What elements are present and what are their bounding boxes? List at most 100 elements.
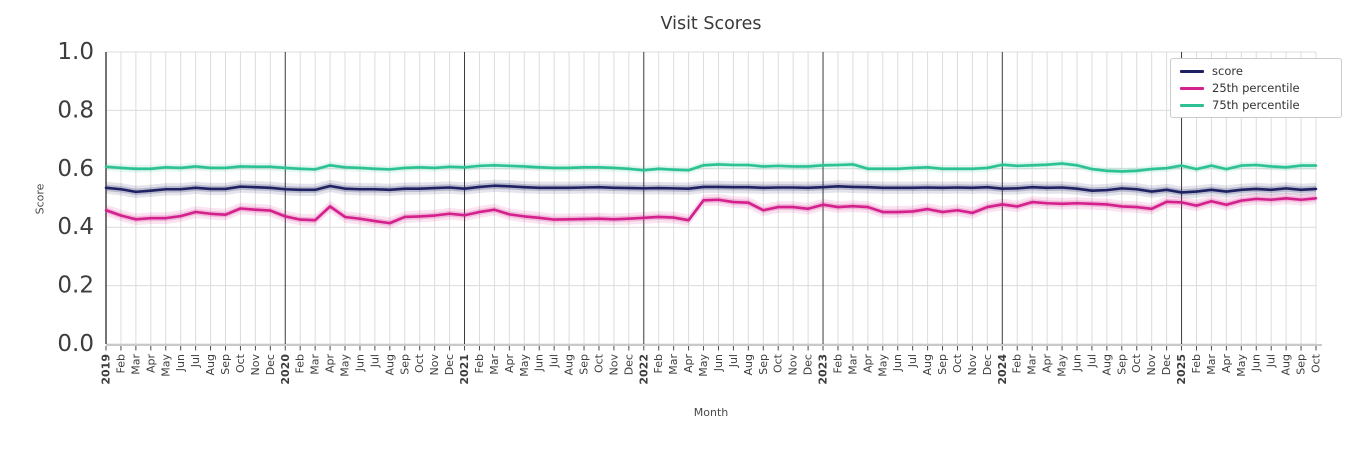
y-tick-label: 0.6	[57, 156, 94, 182]
x-tick-label: Apr	[1220, 354, 1233, 374]
series-line-25th-percentile	[104, 196, 1318, 225]
x-tick-label: Jul	[189, 354, 202, 368]
x-tick-label: Apr	[144, 354, 157, 374]
confidence-band-25th-percentile	[106, 195, 1316, 227]
x-tick-label: Feb	[652, 354, 665, 373]
y-tick-label: 0.4	[57, 214, 94, 240]
x-tick-label: Jul	[1085, 354, 1098, 368]
x-tick-label: Dec	[802, 354, 815, 375]
x-tick-label: 2021	[458, 354, 471, 385]
y-tick-label: 1.0	[57, 39, 94, 65]
x-tick-label: 2022	[637, 354, 650, 385]
x-tick-label: Aug	[204, 354, 217, 375]
x-tick-label: Jun	[891, 354, 904, 372]
x-tick-label: Dec	[1160, 354, 1173, 375]
confidence-band-score	[106, 182, 1316, 196]
x-tick-label: 2020	[279, 354, 292, 385]
x-tick-label: Jul	[368, 354, 381, 368]
x-tick-label: Oct	[413, 353, 426, 373]
legend-item-score: score	[1180, 64, 1333, 78]
x-tick-label: Sep	[219, 354, 232, 375]
y-tick-label: 0.8	[57, 97, 94, 123]
x-tick-label: Mar	[309, 354, 322, 375]
x-tick-label: Nov	[428, 354, 441, 376]
x-tick-label: 2024	[996, 354, 1009, 385]
legend-swatch	[1180, 69, 1204, 73]
x-tick-label: Aug	[1280, 354, 1293, 375]
x-tick-label: May	[1235, 354, 1248, 377]
legend: score 25th percentile 75th percentile	[1170, 58, 1342, 118]
series-line-75th-percentile	[104, 162, 1318, 173]
x-tick-label: Feb	[1190, 354, 1203, 373]
x-tick-label: Jun	[1250, 354, 1263, 372]
x-tick-label: Jun	[1070, 354, 1083, 372]
x-tick-label: Feb	[831, 354, 844, 373]
x-tick-label: Sep	[936, 354, 949, 375]
x-tick-label: Jun	[353, 354, 366, 372]
x-tick-label: Feb	[1011, 354, 1024, 373]
y-tick-label: 0.0	[57, 331, 94, 357]
x-tick-label: Apr	[682, 354, 695, 374]
x-tick-label: Sep	[757, 354, 770, 375]
x-tick-label: Apr	[1041, 354, 1054, 374]
x-tick-label: Oct	[1310, 353, 1323, 373]
legend-label: score	[1212, 64, 1243, 78]
x-tick-label: Dec	[981, 354, 994, 375]
x-tick-label: Sep	[578, 354, 591, 375]
x-tick-label: Jul	[906, 354, 919, 368]
legend-swatch	[1180, 86, 1204, 90]
x-tick-label: Dec	[264, 354, 277, 375]
x-tick-label: Jun	[712, 354, 725, 372]
x-tick-label: Nov	[787, 354, 800, 376]
x-tick-label: Aug	[383, 354, 396, 375]
x-tick-label: May	[518, 354, 531, 377]
x-tick-label: Mar	[667, 354, 680, 375]
x-tick-label: Aug	[921, 354, 934, 375]
x-tick-label: Mar	[1026, 354, 1039, 375]
x-tick-label: Aug	[1100, 354, 1113, 375]
x-tick-label: May	[876, 354, 889, 377]
x-tick-label: Jul	[727, 354, 740, 368]
x-tick-label: Jun	[174, 354, 187, 372]
x-tick-label: 2019	[100, 354, 113, 385]
x-tick-label: Jul	[548, 354, 561, 368]
x-tick-label: Nov	[966, 354, 979, 376]
x-tick-label: Jun	[533, 354, 546, 372]
x-tick-label: Aug	[563, 354, 576, 375]
x-tick-label: Apr	[861, 354, 874, 374]
x-tick-label: May	[1056, 354, 1069, 377]
x-tick-label: Aug	[742, 354, 755, 375]
x-tick-label: Oct	[1130, 353, 1143, 373]
x-tick-label: 2025	[1175, 354, 1188, 385]
x-tick-label: Nov	[607, 354, 620, 376]
x-tick-label: Feb	[473, 354, 486, 373]
x-tick-label: Apr	[324, 354, 337, 374]
x-tick-label: 2023	[817, 354, 830, 385]
legend-item-75th-percentile: 75th percentile	[1180, 98, 1333, 112]
x-tick-label: Oct	[772, 353, 785, 373]
x-tick-label: Mar	[129, 354, 142, 375]
x-tick-label: Dec	[443, 354, 456, 375]
x-tick-label: Mar	[846, 354, 859, 375]
x-tick-label: Feb	[114, 354, 127, 373]
x-tick-label: Mar	[488, 354, 501, 375]
confidence-band-75th-percentile	[106, 159, 1316, 176]
y-tick-label: 0.2	[57, 273, 94, 299]
x-tick-label: Feb	[294, 354, 307, 373]
x-tick-label: Oct	[592, 353, 605, 373]
x-tick-label: Sep	[1295, 354, 1308, 375]
legend-label: 75th percentile	[1212, 98, 1300, 112]
x-tick-label: Nov	[1145, 354, 1158, 376]
x-tick-label: Nov	[249, 354, 262, 376]
legend-swatch	[1180, 103, 1204, 107]
x-tick-label: Jul	[1265, 354, 1278, 368]
chart-title: Visit Scores	[660, 14, 762, 34]
series-line-score	[104, 184, 1318, 194]
x-tick-label: Sep	[1115, 354, 1128, 375]
x-tick-label: Sep	[398, 354, 411, 375]
legend-label: 25th percentile	[1212, 81, 1300, 95]
x-tick-label: May	[697, 354, 710, 377]
confidence-band-25th-percentile	[106, 192, 1316, 229]
